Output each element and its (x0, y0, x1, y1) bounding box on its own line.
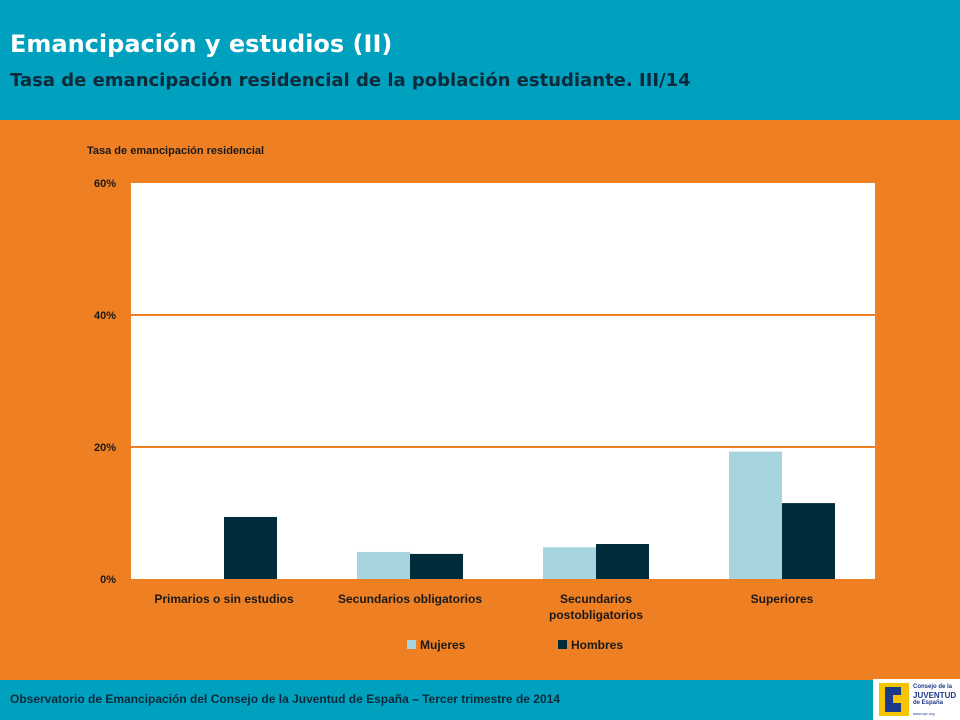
legend-swatch (558, 640, 567, 649)
y-tick-label: 60% (94, 178, 116, 190)
footer-text: Observatorio de Emancipación del Consejo… (10, 692, 560, 706)
y-tick-label: 0% (100, 574, 116, 586)
bar-mujeres (357, 551, 410, 579)
x-tick-label: Secundarios (560, 592, 632, 606)
legend-swatch (407, 640, 416, 649)
cje-logo-text: Consejo de la JUVENTUD de España (913, 684, 956, 707)
x-tick-label: Primarios o sin estudios (154, 592, 294, 606)
x-tick-label: Superiores (751, 592, 814, 606)
bar-hombres (596, 544, 649, 579)
cje-logo-line-1: Consejo de la (913, 684, 953, 690)
bar-hombres (224, 516, 277, 579)
legend-label: Mujeres (420, 638, 466, 652)
x-tick-label: Secundarios obligatorios (338, 592, 482, 606)
y-axis-title: Tasa de emancipación residencial (87, 145, 264, 157)
cje-logo: Consejo de la JUVENTUD de España www.cje… (873, 679, 960, 720)
y-tick-label: 40% (94, 310, 116, 322)
footer-bar: Observatorio de Emancipación del Consejo… (0, 680, 960, 720)
bar-mujeres (729, 451, 782, 579)
page-subtitle: Tasa de emancipación residencial de la p… (10, 70, 691, 91)
page-title: Emancipación y estudios (II) (10, 30, 393, 58)
cje-logo-mark-icon (879, 683, 909, 716)
legend-label: Hombres (571, 638, 623, 652)
y-tick-label: 20% (94, 442, 116, 454)
bar-hombres (782, 503, 835, 579)
x-tick-label: postobligatorios (549, 608, 643, 622)
bar-mujeres (543, 547, 596, 579)
bar-hombres (410, 553, 463, 579)
cje-logo-url: www.cje.org (913, 711, 935, 716)
cje-logo-line-3: de España (913, 700, 944, 706)
chart: Tasa de emancipación residencial 0% 20% 40%… (87, 145, 875, 652)
header-bar: Emancipación y estudios (II) Tasa de ema… (0, 0, 960, 120)
cje-logo-line-2: JUVENTUD (913, 691, 957, 700)
